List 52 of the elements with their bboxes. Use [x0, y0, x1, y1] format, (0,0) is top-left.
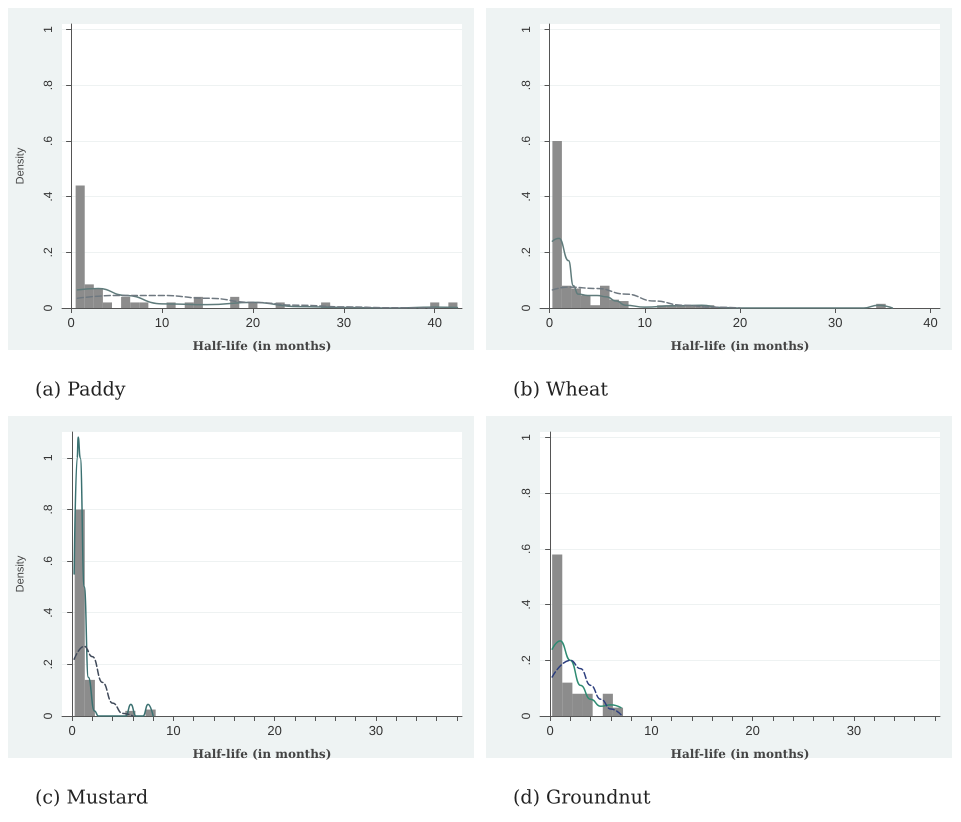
y-tick-label: 0: [519, 304, 533, 312]
y-axis-title: Density: [14, 555, 26, 592]
y-tick-label: .6: [519, 544, 533, 554]
x-axis-title: Half-life (in months): [670, 747, 810, 761]
y-tick-label: .8: [519, 488, 533, 498]
y-tick-label: .8: [519, 80, 533, 90]
x-axis-title: Half-life (in months): [192, 339, 332, 353]
y-tick-label: .8: [41, 504, 55, 514]
text: (d) Groundnut: [513, 786, 651, 808]
x-tick-label: 10: [166, 723, 181, 738]
x-tick-label: 0: [546, 315, 554, 330]
y-tick-label: 0: [41, 712, 55, 720]
x-tick-label: 30: [368, 723, 384, 738]
x-tick-label: 30: [336, 315, 352, 330]
x-tick-label: 10: [644, 723, 659, 738]
x-tick-label: 40: [427, 315, 442, 330]
y-tick-label: .2: [519, 246, 533, 258]
x-tick-label: 0: [67, 315, 75, 330]
y-tick-label: .8: [41, 80, 55, 90]
text: (b) Wheat: [513, 378, 608, 400]
y-tick-label: .2: [41, 659, 55, 670]
y-axis-title: Density: [14, 147, 26, 184]
x-tick-label: 0: [546, 723, 554, 738]
y-tick-label: .6: [41, 556, 55, 566]
text: (c) Mustard: [35, 786, 148, 808]
y-tick-label: .2: [41, 246, 55, 258]
y-tick-label: .6: [41, 136, 55, 146]
x-tick-label: 30: [828, 315, 842, 330]
y-tick-label: .4: [519, 599, 533, 610]
x-tick-label: 20: [732, 315, 748, 330]
y-tick-label: 1: [519, 434, 533, 441]
x-tick-label: 10: [638, 315, 652, 330]
y-tick-label: .4: [41, 191, 55, 202]
y-tick-label: 1: [519, 26, 533, 33]
x-tick-label: 20: [745, 723, 760, 738]
y-tick-label: .2: [519, 654, 533, 666]
y-tick-label: 0: [41, 304, 55, 312]
x-tick-label: 10: [154, 315, 170, 330]
x-tick-label: 20: [246, 315, 260, 330]
y-tick-label: .4: [519, 191, 533, 202]
x-tick-label: 30: [846, 723, 862, 738]
y-tick-label: 0: [519, 712, 533, 720]
y-tick-label: 1: [41, 26, 55, 33]
y-tick-label: 1: [41, 454, 55, 462]
y-tick-label: .4: [41, 607, 55, 618]
text: (a) Paddy: [35, 378, 126, 400]
x-axis-title: Half-life (in months): [670, 339, 810, 353]
x-tick-label: 40: [923, 315, 938, 330]
y-tick-label: .6: [519, 136, 533, 146]
x-axis-title: Half-life (in months): [192, 747, 332, 761]
x-tick-label: 0: [68, 723, 76, 738]
x-tick-label: 20: [267, 723, 282, 738]
